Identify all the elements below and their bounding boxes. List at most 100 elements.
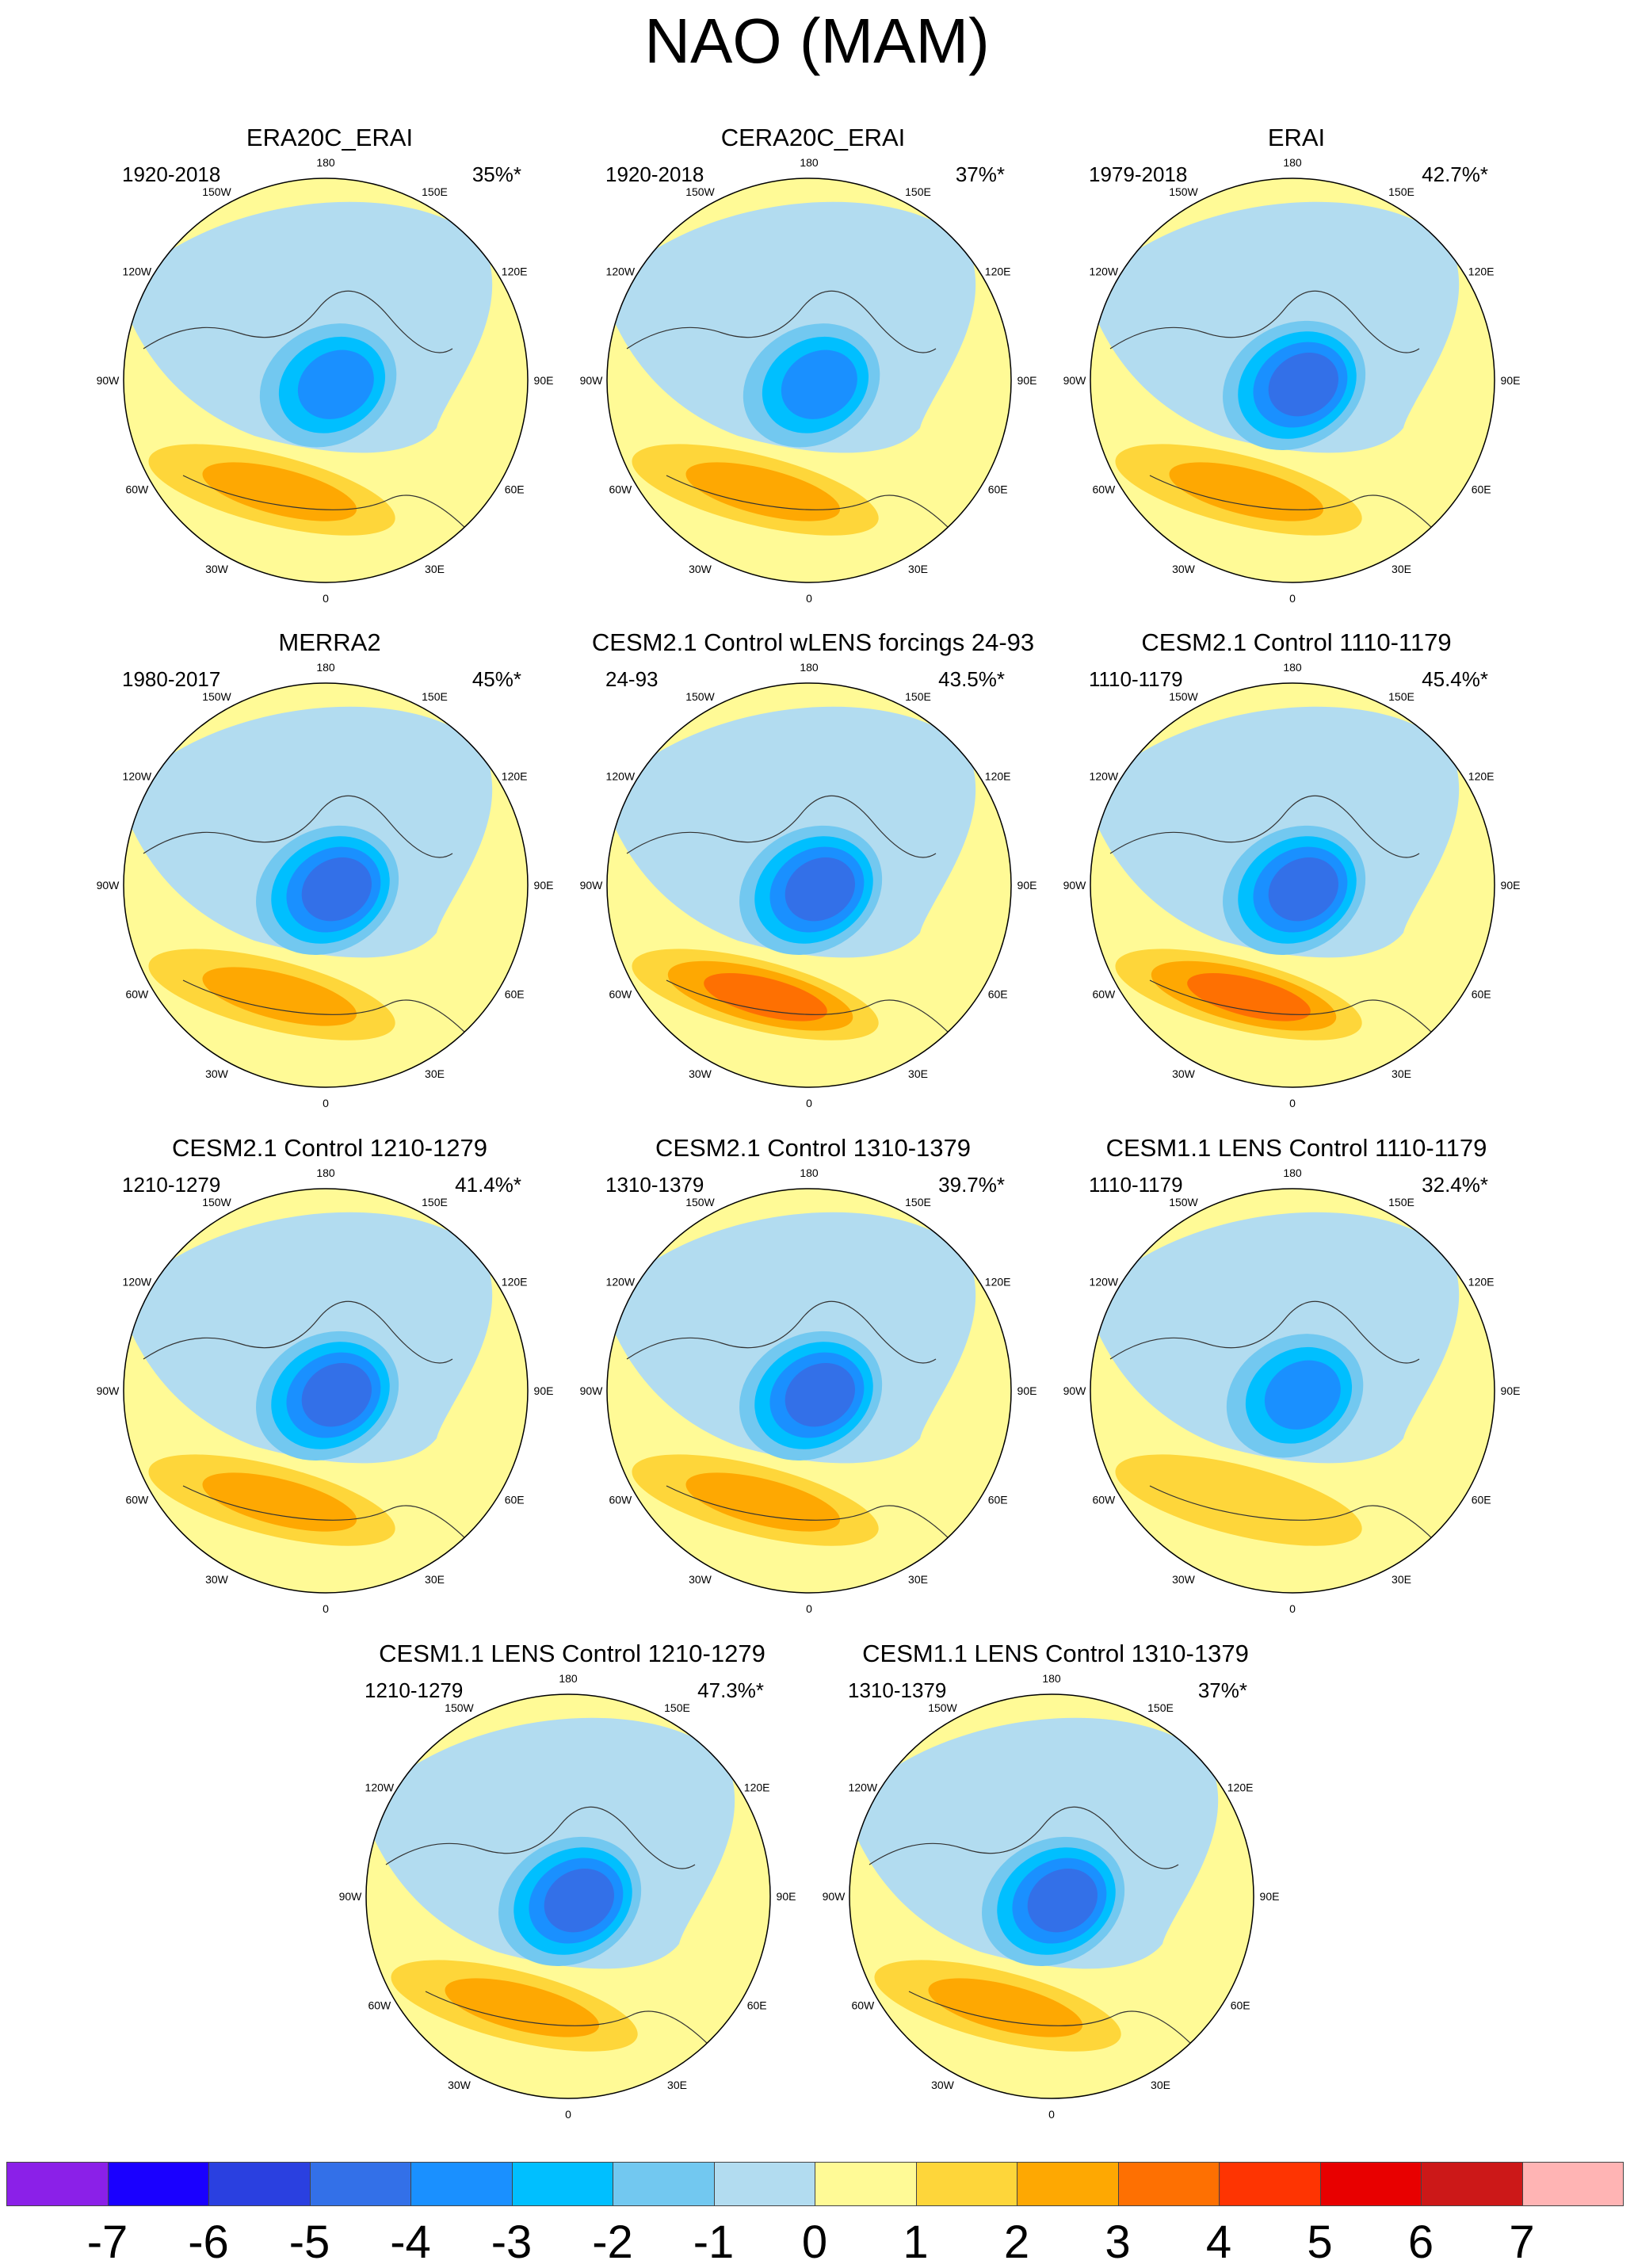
coastlines — [1109, 795, 1436, 1037]
longitude-label: 90W — [97, 1384, 120, 1397]
map-panel: CESM2.1 Control 1310-1379 1310-1379 39.7%*… — [567, 1133, 1059, 1617]
colorbar-tick-label: -7 — [86, 2216, 128, 2268]
coastlines — [143, 795, 469, 1037]
longitude-label: 0 — [323, 1602, 329, 1615]
map-boundary — [606, 178, 1012, 583]
longitude-label: 150W — [1169, 1196, 1198, 1208]
longitude-label: 90E — [1501, 879, 1521, 892]
longitude-label: 0 — [806, 1602, 812, 1615]
longitude-label: 30W — [689, 1573, 712, 1586]
longitude-label: 120E — [1468, 265, 1495, 278]
colorbar-cell — [1017, 2162, 1119, 2206]
longitude-label: 120E — [985, 1276, 1011, 1289]
longitude-label: 60E — [988, 483, 1008, 496]
longitude-label: 30E — [908, 563, 928, 575]
longitude-label: 90E — [777, 1890, 796, 1903]
colorbar-tick-label: 7 — [1509, 2216, 1535, 2268]
polar-map: 180 150E 120E 90E 60E 30E 0 30W 60W 90W 120W 150W — [580, 1166, 1037, 1615]
longitude-label: 0 — [1289, 1602, 1296, 1615]
longitude-label: 60E — [988, 988, 1008, 1001]
longitude-label: 60W — [609, 483, 632, 496]
longitude-label: 60W — [1092, 483, 1116, 496]
longitude-label: 150W — [202, 185, 231, 198]
negative-anomaly-region — [849, 1717, 1219, 1969]
positive-contour-1 — [1115, 1454, 1362, 1546]
coastlines — [626, 290, 953, 532]
longitude-label: 90W — [823, 1890, 846, 1903]
panel-title: CESM1.1 LENS Control 1210-1279 — [379, 1640, 765, 1667]
map-panel: CESM1.1 LENS Control 1210-1279 1210-1279 4… — [326, 1639, 818, 2122]
map-boundary — [606, 1188, 1012, 1594]
longitude-label: 30E — [1392, 1067, 1411, 1080]
panel-variance-percent: 47.3%* — [697, 1678, 764, 1702]
longitude-label: 180 — [316, 1166, 335, 1179]
colorbar-cell — [410, 2162, 513, 2206]
colorbar-cell — [1319, 2162, 1422, 2206]
negative-contour-5 — [1027, 1869, 1098, 1933]
colorbar-tick-label: -4 — [390, 2216, 431, 2268]
colorbar-tick-label: -1 — [693, 2216, 735, 2268]
panel-variance-percent: 45%* — [471, 667, 521, 691]
longitude-label: 0 — [806, 592, 812, 605]
polar-map: 180 150E 120E 90E 60E 30E 0 30W 60W 90W 120W 150W — [1063, 156, 1521, 605]
positive-contour-3 — [704, 973, 827, 1021]
longitude-label: 180 — [800, 661, 819, 674]
longitude-label: 120E — [502, 265, 528, 278]
longitude-label: 180 — [559, 1672, 578, 1685]
longitude-label: 120E — [1227, 1781, 1254, 1794]
longitude-label: 150E — [905, 185, 931, 198]
negative-contour-5 — [544, 1869, 614, 1933]
panel-period: 1110-1179 — [1089, 667, 1183, 691]
negative-anomaly-region — [607, 1212, 976, 1464]
positive-contour-2 — [1169, 462, 1324, 521]
longitude-label: 60W — [1092, 988, 1116, 1001]
longitude-label: 30W — [448, 2079, 471, 2091]
longitude-label: 90W — [580, 879, 604, 892]
colorbar-cell — [208, 2162, 311, 2206]
longitude-label: 150E — [905, 1196, 931, 1208]
positive-contour-3 — [1187, 973, 1311, 1021]
map-boundary — [606, 682, 1012, 1088]
longitude-label: 30E — [908, 1067, 928, 1080]
negative-contour-5 — [301, 857, 372, 922]
colorbar-tick-label: 6 — [1407, 2216, 1434, 2268]
polar-map: 180 150E 120E 90E 60E 30E 0 30W 60W 90W 120W 150W — [580, 156, 1037, 605]
longitude-label: 30E — [667, 2079, 687, 2091]
colorbar-tick-label: 5 — [1307, 2216, 1333, 2268]
negative-contour-5 — [785, 1363, 855, 1427]
longitude-label: 150E — [422, 185, 448, 198]
longitude-label: 180 — [1042, 1672, 1061, 1685]
longitude-label: 120W — [606, 265, 636, 278]
coastlines — [143, 290, 469, 532]
longitude-label: 180 — [316, 156, 335, 169]
longitude-label: 90W — [97, 374, 120, 387]
colorbar-cell — [1521, 2162, 1624, 2206]
colorbar-cell — [713, 2162, 815, 2206]
longitude-label: 150W — [202, 1196, 231, 1208]
longitude-label: 120W — [123, 770, 152, 783]
panel-variance-percent: 45.4%* — [1422, 667, 1488, 691]
colorbar-tick-label: -6 — [188, 2216, 229, 2268]
longitude-label: 60W — [1092, 1494, 1116, 1506]
coastlines — [626, 1300, 953, 1542]
longitude-label: 90E — [534, 879, 554, 892]
longitude-label: 180 — [800, 1166, 819, 1179]
negative-anomaly-region — [607, 706, 976, 958]
longitude-label: 30W — [689, 563, 712, 575]
map-panel: CESM2.1 Control wLENS forcings 24-93 24-9… — [567, 628, 1059, 1111]
colorbar-tick-label: 0 — [801, 2216, 828, 2268]
negative-contour-5 — [301, 1363, 372, 1427]
longitude-label: 30E — [1392, 1573, 1411, 1586]
negative-anomaly-region — [1090, 201, 1460, 453]
longitude-label: 90W — [1063, 879, 1087, 892]
longitude-label: 150E — [422, 690, 448, 703]
panel-period: 1979-2018 — [1089, 162, 1188, 186]
negative-anomaly-region — [1090, 706, 1460, 958]
longitude-label: 30W — [1172, 563, 1196, 575]
longitude-label: 120W — [849, 1781, 878, 1794]
longitude-label: 60W — [125, 483, 149, 496]
coastlines — [143, 1300, 469, 1542]
colorbar-cell — [511, 2162, 613, 2206]
longitude-label: 30E — [425, 563, 445, 575]
longitude-label: 150W — [685, 1196, 715, 1208]
